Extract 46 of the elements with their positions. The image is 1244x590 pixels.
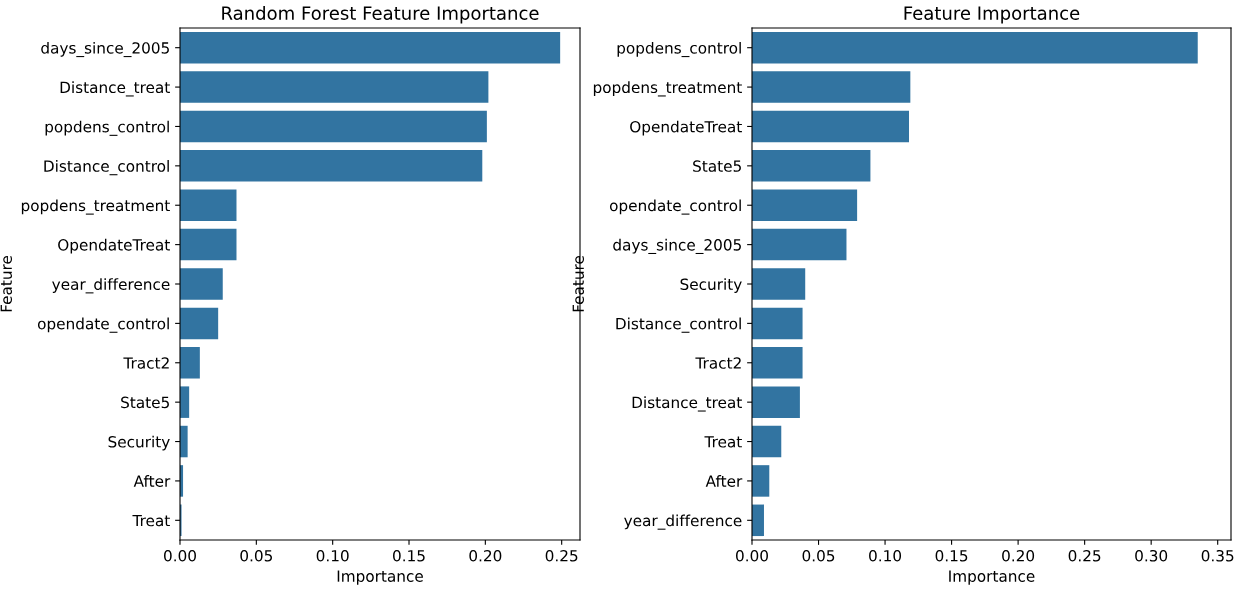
x-axis-title: Importance: [337, 570, 423, 585]
y-tick-label: days_since_2005: [613, 238, 741, 255]
y-tick-label: OpendateTreat: [58, 238, 170, 254]
x-tick-label: 0.05: [240, 549, 273, 562]
y-tick-label: After: [133, 475, 171, 487]
y-tick-label: Distance_treat: [632, 396, 742, 412]
x-axis-title: Importance: [949, 570, 1035, 585]
y-tick-label: Distance_control: [44, 160, 169, 176]
x-tick-label: 0.30: [1135, 549, 1168, 562]
y-tick-label: Security: [108, 435, 170, 451]
y-tick-label: popdens_treatment: [593, 81, 742, 97]
y-tick-label: year_difference: [52, 278, 170, 294]
y-axis-title: Feature: [0, 255, 12, 312]
x-tick-label: 0.35: [1201, 549, 1234, 562]
x-tick-label: 0.00: [164, 549, 196, 562]
y-tick-label: After: [705, 475, 743, 487]
chart-title: Feature Importance: [904, 6, 1080, 24]
y-tick-label: days_since_2005: [41, 41, 169, 58]
y-tick-label: Treat: [132, 514, 170, 527]
y-tick-label: opendate_control: [609, 199, 741, 215]
y-tick-label: opendate_control: [37, 317, 169, 333]
y-tick-label: OpendateTreat: [630, 120, 742, 136]
x-tick-label: 0.20: [1002, 549, 1035, 562]
x-tick-label: 0.15: [393, 549, 425, 562]
y-tick-label: Distance_treat: [60, 81, 170, 97]
y-tick-label: Tract2: [123, 357, 169, 369]
y-axis-title: Feature: [572, 255, 584, 312]
y-tick-label: popdens_treatment: [21, 199, 170, 215]
y-tick-label: popdens_control: [45, 120, 169, 136]
y-tick-label: popdens_control: [617, 41, 741, 58]
y-tick-label: year_difference: [624, 514, 742, 530]
y-tick-label: Tract2: [695, 357, 741, 369]
x-tick-label: 0.10: [869, 549, 902, 562]
y-tick-label: Treat: [704, 436, 742, 448]
x-tick-label: 0.15: [935, 549, 968, 562]
x-tick-label: 0.25: [545, 549, 578, 562]
x-tick-label: 0.25: [1068, 549, 1101, 562]
x-tick-label: 0.05: [802, 549, 835, 562]
y-tick-label: State5: [121, 396, 169, 409]
chart-title: Random Forest Feature Importance: [222, 5, 539, 24]
x-tick-label: 0.20: [469, 549, 502, 562]
y-tick-label: Distance_control: [616, 317, 741, 333]
x-tick-label: 0.00: [736, 549, 768, 562]
y-tick-label: Security: [680, 278, 742, 293]
x-tick-label: 0.10: [316, 549, 349, 562]
y-tick-label: State5: [693, 160, 741, 172]
